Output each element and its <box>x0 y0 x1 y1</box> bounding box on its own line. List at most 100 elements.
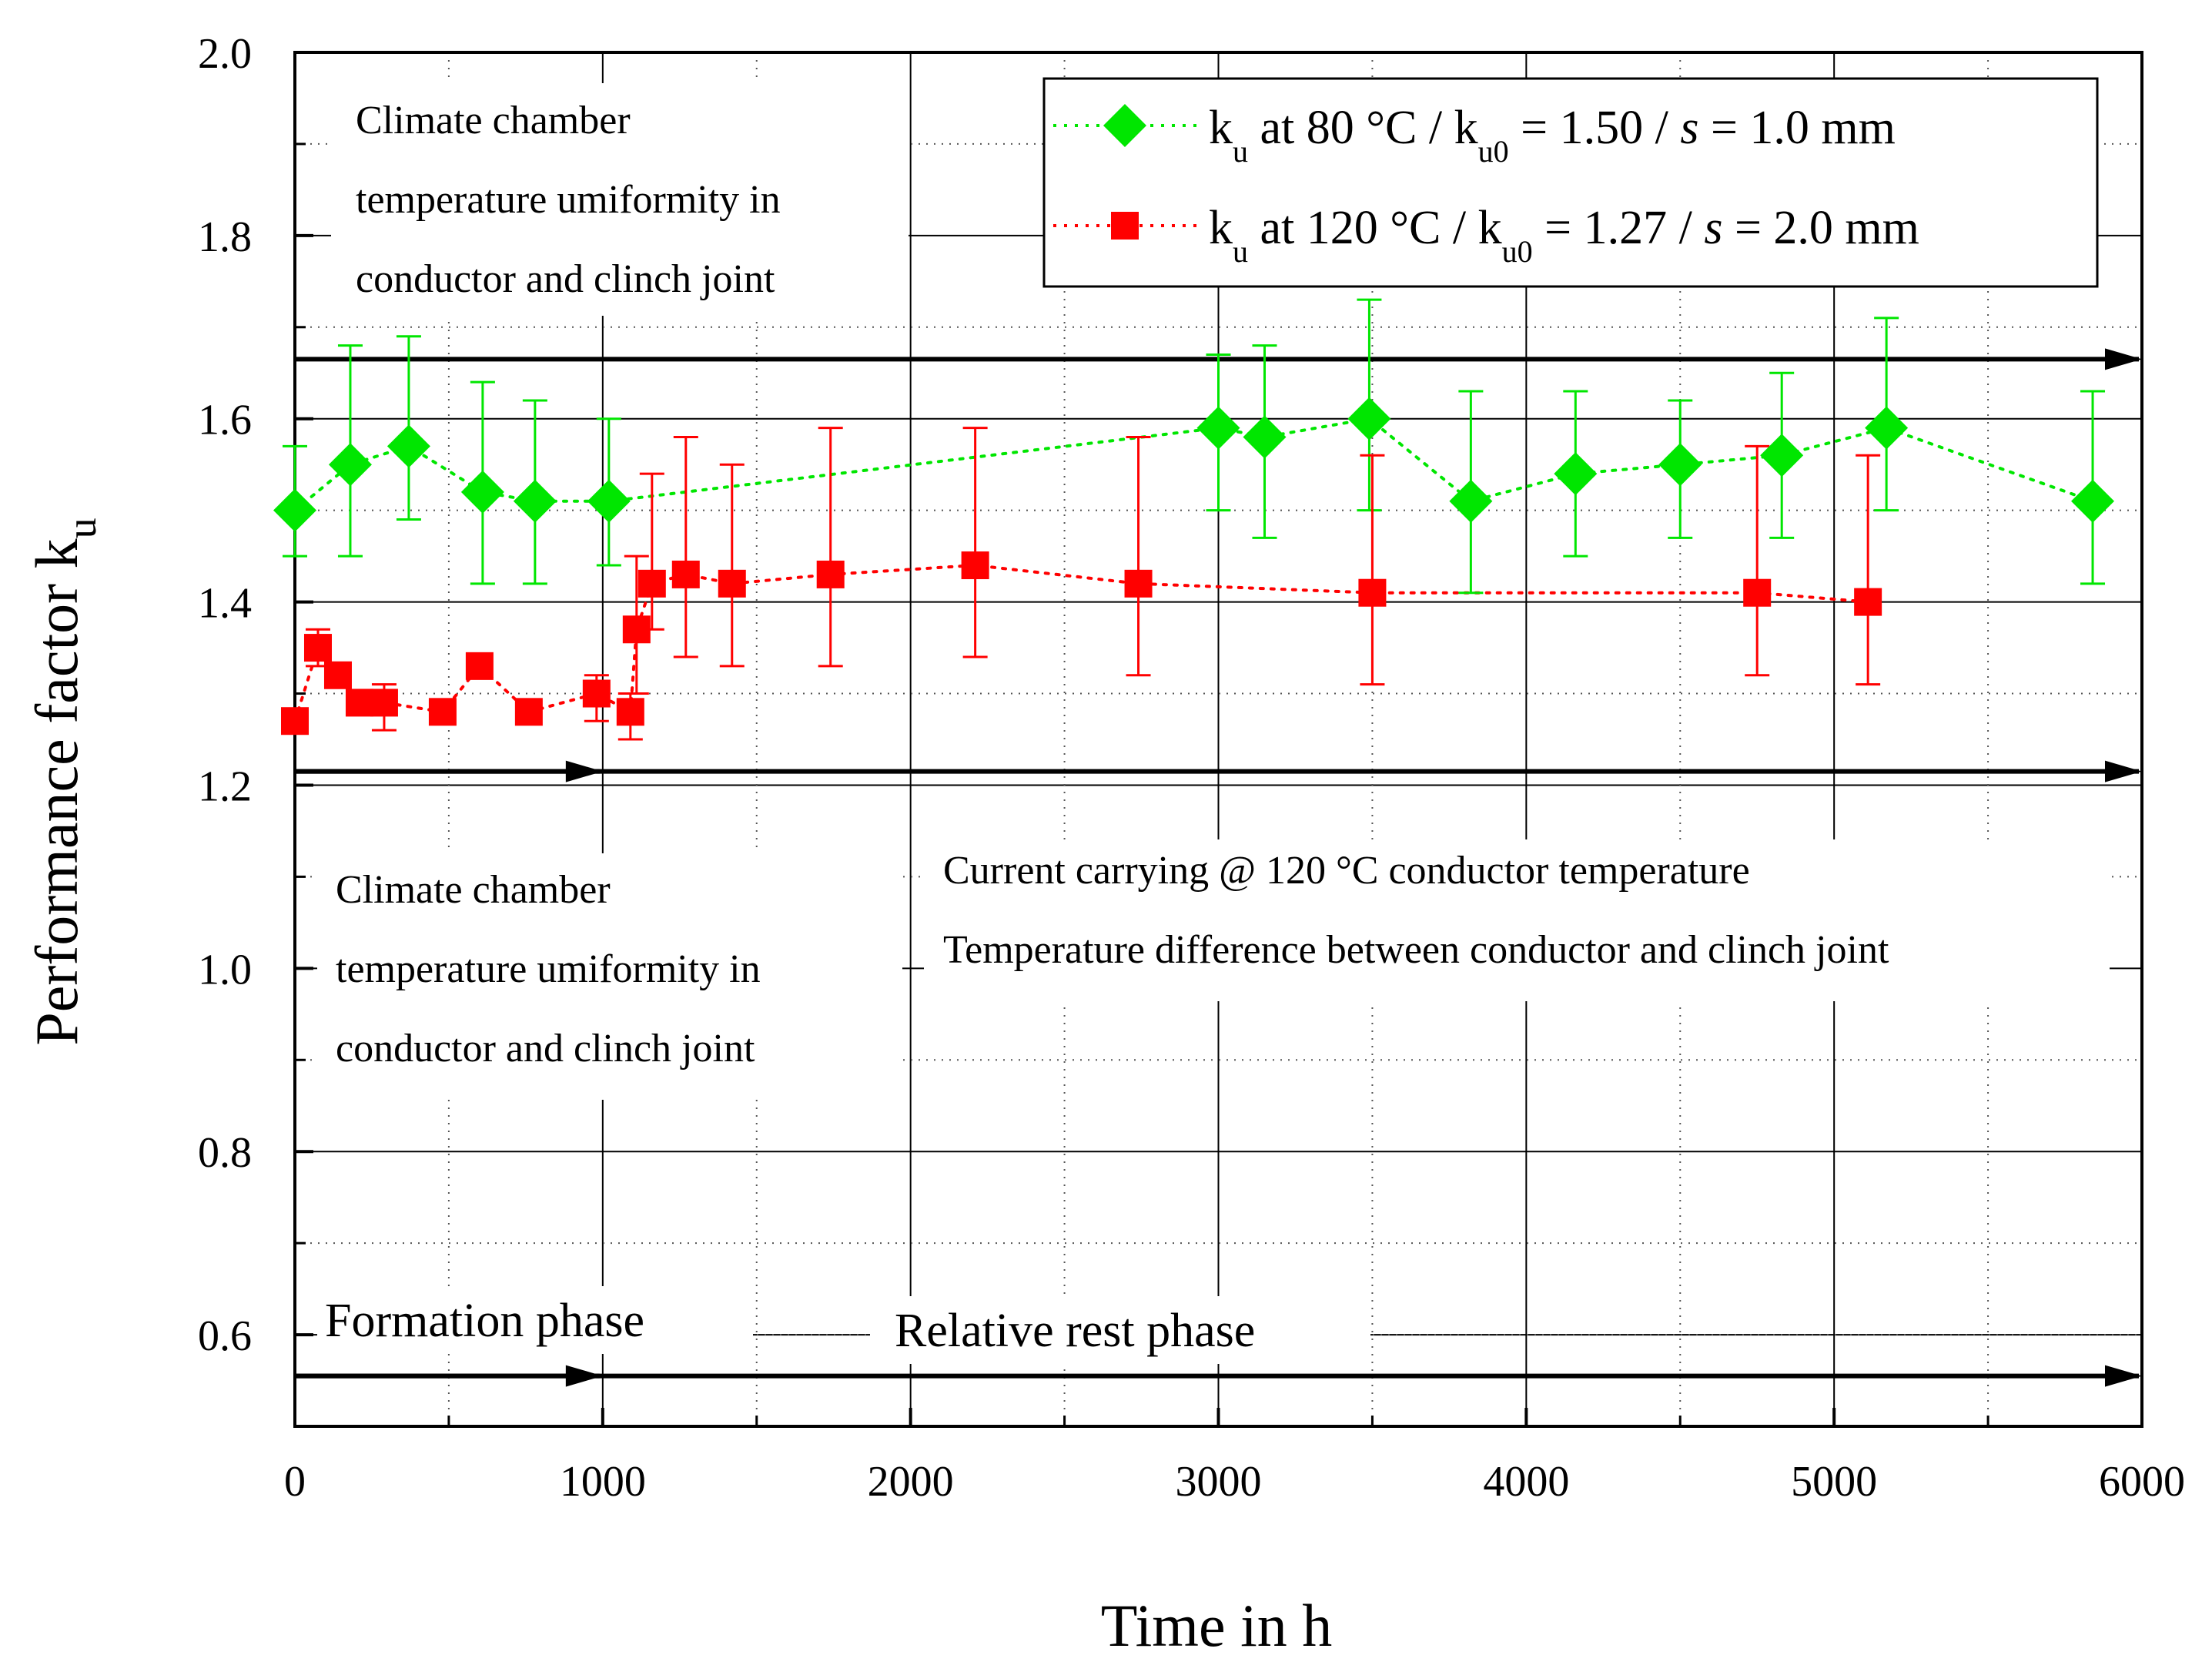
legend-red-text2: = 1.27 / <box>1533 202 1705 254</box>
series-lines <box>293 417 2094 723</box>
legend-red-sub-u: u <box>1233 234 1248 269</box>
data-point-square <box>582 679 611 708</box>
x-tick-label: 1000 <box>560 1458 646 1506</box>
relative-rest-phase-bg <box>870 1296 1370 1364</box>
data-point-diamond <box>1865 406 1909 450</box>
data-point-square <box>1743 578 1772 607</box>
data-point-square <box>465 652 494 680</box>
data-point-square <box>281 707 309 735</box>
data-point-square <box>1358 578 1387 607</box>
x-axis-title: Time in h <box>1101 1592 1333 1659</box>
data-point-diamond <box>513 479 557 523</box>
lower-right-annotation-line-2: Temperature difference between conductor… <box>943 928 1889 972</box>
legend-marker-diamond <box>1103 104 1146 147</box>
error-bars <box>283 298 2106 741</box>
data-markers <box>273 397 2115 735</box>
data-point-square <box>323 661 352 689</box>
legend-green-sub-u0: u0 <box>1478 134 1509 169</box>
data-point-square <box>616 698 644 726</box>
data-point-square <box>303 634 332 662</box>
legend-green-k: k <box>1209 102 1233 154</box>
lower-left-annotation-line-3: conductor and clinch joint <box>336 1027 755 1071</box>
legend-green-text1: at 80 °C / k <box>1248 102 1478 154</box>
y-tick-label: 1.0 <box>198 946 252 993</box>
data-point-diamond <box>1196 406 1240 450</box>
x-tick-label: 2000 <box>868 1458 954 1506</box>
formation-phase-label: Formation phase <box>325 1295 644 1347</box>
data-point-square <box>370 689 398 717</box>
formation-phase-bg <box>317 1286 753 1354</box>
data-point-square <box>428 698 457 726</box>
series-line-1 <box>293 563 1870 723</box>
y-tick-label: 1.2 <box>198 762 252 810</box>
x-tick-label: 0 <box>284 1458 306 1506</box>
upper-annotation-line-2: temperature umiformity in <box>356 178 781 222</box>
y-tick-label: 2.0 <box>198 30 252 78</box>
legend-red-sub-u0: u0 <box>1502 234 1533 269</box>
y-tick-label: 0.6 <box>198 1312 252 1360</box>
data-point-square <box>718 569 746 598</box>
legend-label-red: ku at 120 °C / ku0 = 1.27 / s = 2.0 mm <box>1209 202 1919 269</box>
data-point-square <box>622 615 651 644</box>
data-point-square <box>671 560 700 588</box>
upper-annotation-line-1: Climate chamber <box>356 99 631 142</box>
y-tick-label: 1.8 <box>198 213 252 261</box>
y-tick-label: 1.6 <box>198 397 252 444</box>
data-point-square <box>514 698 543 726</box>
phase-lines <box>295 348 2142 1387</box>
upper-annotation-line-3: conductor and clinch joint <box>356 257 775 301</box>
lower-right-annotation-line-1: Current carrying @ 120 °C conductor temp… <box>943 849 1750 893</box>
relative-rest-phase-label: Relative rest phase <box>895 1305 1255 1357</box>
upper-annotation-bg <box>331 83 909 316</box>
data-point-diamond <box>1243 415 1287 459</box>
series-line-0 <box>293 417 2094 512</box>
y-tick-label: 1.4 <box>198 580 252 628</box>
data-point-diamond <box>1760 434 1804 477</box>
legend-green-s: s <box>1680 102 1698 154</box>
x-tick-label: 5000 <box>1791 1458 1877 1506</box>
legend-red-k: k <box>1209 202 1233 254</box>
y-axis-title-sub: u <box>59 518 105 538</box>
lower-left-annotation-line-2: temperature umiformity in <box>336 947 761 991</box>
legend-label-green: ku at 80 °C / ku0 = 1.50 / s = 1.0 mm <box>1209 102 1896 169</box>
data-point-square <box>1124 569 1153 598</box>
data-point-diamond <box>587 479 631 523</box>
legend: ku at 80 °C / ku0 = 1.50 / s = 1.0 mm ku… <box>1042 77 2099 288</box>
legend-red-s: s <box>1704 202 1722 254</box>
lower-right-annotation-bg <box>924 839 2110 1001</box>
data-point-diamond <box>387 424 430 468</box>
y-tick-label: 0.8 <box>198 1129 252 1177</box>
legend-red-text3: = 2.0 mm <box>1722 202 1919 254</box>
data-point-diamond <box>1554 452 1598 496</box>
y-axis-title-main: Performance factor k <box>23 538 90 1045</box>
data-point-square <box>1854 588 1882 616</box>
y-axis-title: Performance factor ku <box>23 518 105 1045</box>
legend-red-text1: at 120 °C / k <box>1248 202 1502 254</box>
legend-green-text2: = 1.50 / <box>1509 102 1681 154</box>
lower-left-annotation-line-1: Climate chamber <box>336 868 611 912</box>
legend-green-sub-u: u <box>1233 134 1248 169</box>
data-point-square <box>637 569 666 598</box>
axis-ticks <box>293 51 2143 1426</box>
data-point-diamond <box>328 443 372 487</box>
legend-green-text3: = 1.0 mm <box>1698 102 1895 154</box>
data-point-square <box>345 689 373 717</box>
data-point-diamond <box>2071 479 2115 523</box>
legend-marker-square <box>1111 212 1139 240</box>
x-tick-label: 3000 <box>1176 1458 1262 1506</box>
data-point-diamond <box>460 470 504 514</box>
x-tick-label: 4000 <box>1483 1458 1569 1506</box>
tick-labels: 0 1000 2000 3000 4000 5000 6000 0.6 0.8 1.0 1.2 1.4… <box>198 30 2185 1506</box>
data-point-diamond <box>273 488 316 532</box>
data-point-square <box>816 560 845 588</box>
data-point-square <box>961 551 989 580</box>
data-point-diamond <box>1449 479 1493 523</box>
legend-box <box>1042 77 2099 288</box>
data-point-diamond <box>1658 443 1702 487</box>
phase-arrow-head <box>2105 760 2142 782</box>
phase-arrow-head <box>2105 1365 2142 1387</box>
data-point-diamond <box>1347 397 1391 441</box>
x-tick-label: 6000 <box>2099 1458 2185 1506</box>
lower-left-annotation-bg <box>317 853 902 1100</box>
